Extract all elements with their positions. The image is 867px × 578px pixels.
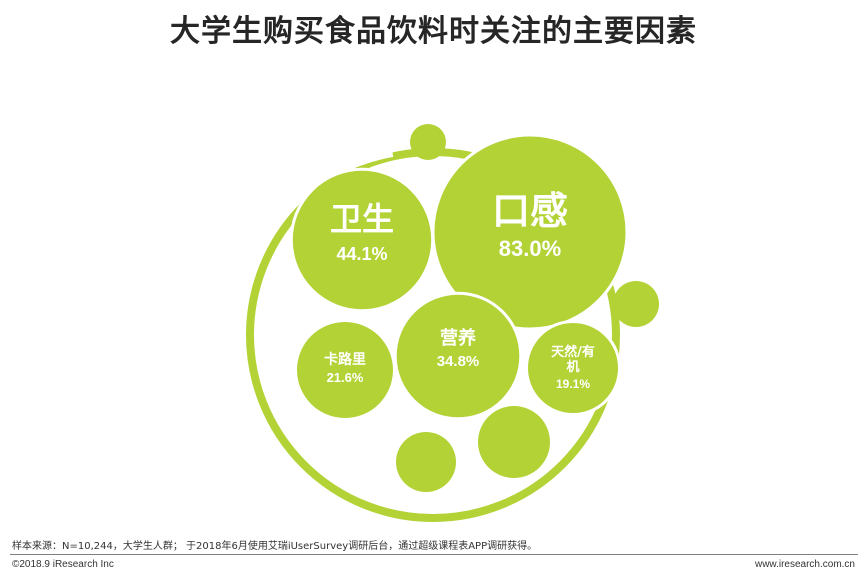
bubble-value: 19.1%	[556, 377, 590, 391]
website-url: www.iresearch.com.cn	[754, 559, 855, 570]
chart-title: 大学生购买食品饮料时关注的主要因素	[170, 14, 697, 49]
footer-divider	[10, 554, 858, 555]
bubble-label: 天然/有机	[551, 344, 595, 375]
bubble-1	[289, 167, 435, 313]
bubble-4	[525, 320, 621, 416]
bubble-value: 34.8%	[437, 353, 480, 370]
bubble-value: 44.1%	[336, 244, 387, 264]
bubble-label: 卡路里	[324, 351, 366, 368]
decorative-bubble	[410, 124, 446, 160]
bubble-label: 卫生	[330, 200, 394, 238]
bubble-label: 口感	[492, 189, 568, 233]
decorative-bubble	[613, 281, 659, 327]
bubble-2	[393, 291, 523, 421]
source-note: 样本来源：N=10,244，大学生人群； 于2018年6月使用艾瑞iUserSu…	[12, 541, 538, 552]
decorative-bubble	[478, 406, 550, 478]
bubble-label: 营养	[440, 327, 477, 349]
pointer-triangle	[423, 272, 441, 286]
bubble-value: 21.6%	[327, 370, 364, 385]
ring-gap	[330, 143, 394, 177]
copyright-text: ©2018.9 iResearch Inc	[12, 559, 114, 570]
bubble-3	[294, 319, 396, 421]
decorative-bubble	[396, 432, 456, 492]
bubble-value: 83.0%	[499, 236, 561, 261]
